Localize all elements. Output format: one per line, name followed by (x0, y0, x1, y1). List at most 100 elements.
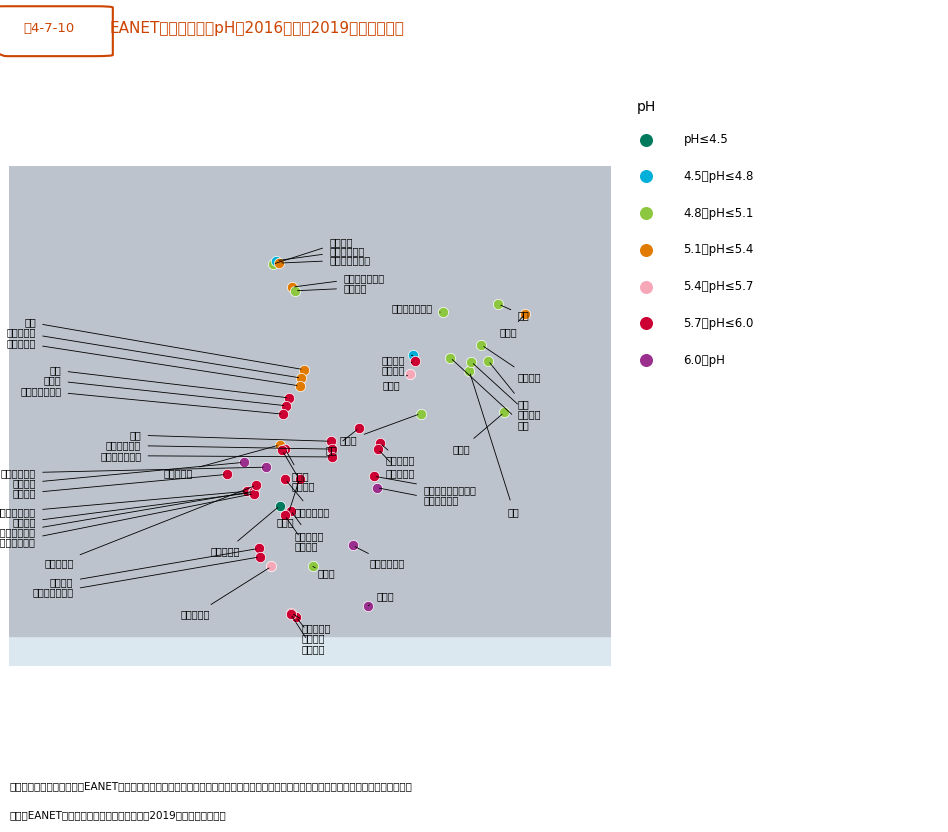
Text: 重慶: 重慶 (49, 365, 286, 398)
Text: ダナンバレー: ダナンバレー (356, 547, 405, 568)
Text: バンドン: バンドン (298, 619, 324, 643)
Point (282, 391, 297, 404)
Point (294, 371, 309, 384)
Text: マニラ首都圏: マニラ首都圏 (379, 488, 459, 505)
Point (219, 468, 234, 481)
Point (277, 508, 292, 522)
Text: 伊自良湖: 伊自良湖 (473, 364, 541, 419)
Text: セルポン: セルポン (292, 617, 324, 654)
Text: ヤンゴン: ヤンゴン (12, 474, 224, 498)
Point (246, 484, 262, 498)
Text: モンディ: モンディ (275, 237, 353, 264)
Point (497, 406, 512, 419)
Point (345, 539, 360, 552)
Text: イルクーツク: イルクーツク (279, 246, 365, 260)
Text: テレルジ: テレルジ (298, 283, 367, 293)
Point (324, 450, 339, 463)
Text: 5.4＜pH≤5.7: 5.4＜pH≤5.7 (684, 280, 754, 293)
Point (324, 443, 339, 456)
Text: ダナン: ダナン (277, 481, 299, 527)
Point (252, 550, 267, 563)
Text: 橘原: 橘原 (470, 374, 520, 517)
Point (278, 473, 293, 486)
Text: ホンウェン: ホンウェン (382, 445, 415, 465)
Text: EANET地域の降水中pH（2016年から2019年の平均値）: EANET地域の降水中pH（2016年から2019年の平均値） (109, 21, 404, 36)
Text: マロス: マロス (368, 591, 394, 606)
Text: ジーウォズ: ジーウォズ (7, 338, 297, 385)
Text: 隠岐: 隠岐 (452, 359, 529, 430)
Text: 小笠原: 小笠原 (453, 414, 502, 453)
Text: サント・トーマス山: サント・トーマス山 (376, 477, 476, 495)
Point (271, 256, 286, 270)
Text: 資料：EANET「東アジア酸性雨データ報告書2019」より環境省作成: 資料：EANET「東アジア酸性雨データ報告書2019」より環境省作成 (9, 810, 227, 820)
Point (248, 478, 264, 492)
Text: 5.7＜pH≤6.0: 5.7＜pH≤6.0 (684, 317, 754, 330)
Point (402, 367, 417, 380)
Text: 6.0＜pH: 6.0＜pH (684, 354, 725, 367)
Point (297, 363, 312, 376)
Point (246, 487, 262, 500)
Text: バンコク: バンコク (12, 493, 250, 527)
Point (373, 437, 388, 450)
Text: 図4-7-10: 図4-7-10 (24, 22, 75, 35)
Text: カントー: カントー (286, 518, 318, 551)
Text: サムットプラカーン: サムットプラカーン (0, 494, 251, 547)
Text: 5.1＜pH≤5.4: 5.1＜pH≤5.4 (684, 244, 754, 256)
Text: 4.8＜pH≤5.1: 4.8＜pH≤5.1 (684, 206, 754, 220)
Point (305, 560, 320, 573)
Text: pH: pH (637, 100, 656, 114)
Point (240, 484, 255, 498)
Point (287, 285, 302, 298)
Point (264, 258, 280, 271)
Text: イムシル: イムシル (381, 362, 412, 375)
Point (491, 297, 506, 310)
Point (264, 560, 279, 573)
Text: 済州島: 済州島 (382, 375, 408, 390)
Text: 利尻: 利尻 (501, 305, 529, 320)
Text: パトゥムターニー: パトゥムターニー (0, 492, 251, 537)
Point (272, 438, 287, 452)
Point (481, 354, 496, 367)
Text: プノンペン: プノンペン (210, 508, 278, 557)
Text: 4.5＜pH≤4.8: 4.5＜pH≤4.8 (684, 170, 754, 183)
Text: シージャン: シージャン (7, 328, 299, 378)
Point (246, 486, 261, 499)
Text: 廈門: 廈門 (325, 430, 357, 455)
Text: リストビヤンカ: リストビヤンカ (282, 255, 371, 265)
Text: サクラート: サクラート (44, 486, 254, 568)
Text: イエンバイ: イエンバイ (163, 446, 277, 478)
Point (292, 472, 307, 485)
Text: ホーチミン: ホーチミン (292, 513, 324, 541)
Text: 落石岬: 落石岬 (500, 316, 523, 338)
Point (236, 456, 251, 469)
Text: クチン: クチン (313, 567, 336, 578)
Text: ハイフ: ハイフ (44, 375, 283, 405)
Point (369, 481, 384, 494)
Point (366, 469, 381, 483)
Text: コトタバン: コトタバン (180, 568, 269, 620)
Text: 西安: 西安 (24, 317, 301, 369)
Text: pH≤4.5: pH≤4.5 (684, 133, 728, 146)
Point (323, 434, 338, 448)
Point (371, 443, 386, 456)
Text: シャンジョウ: シャンジョウ (106, 440, 329, 450)
Text: 東京: 東京 (490, 363, 529, 409)
Point (278, 443, 293, 456)
Text: プリモルスカヤ: プリモルスカヤ (392, 304, 440, 314)
Point (352, 421, 367, 434)
Point (292, 379, 307, 393)
Text: クックプオン: クックプオン (287, 482, 330, 517)
Point (462, 364, 477, 378)
Point (443, 351, 458, 364)
Point (251, 542, 266, 555)
Text: ジュシエンドン: ジュシエンドン (100, 451, 329, 461)
Point (413, 407, 428, 420)
Point (276, 408, 291, 421)
Text: シャオピン: シャオピン (380, 451, 415, 478)
Point (284, 280, 300, 294)
Text: 珠海: 珠海 (130, 430, 328, 441)
Text: ハノイ: ハノイ (286, 452, 309, 481)
Point (405, 349, 420, 362)
Text: ビエンチャン: ビエンチャン (1, 468, 264, 478)
Point (435, 306, 450, 319)
